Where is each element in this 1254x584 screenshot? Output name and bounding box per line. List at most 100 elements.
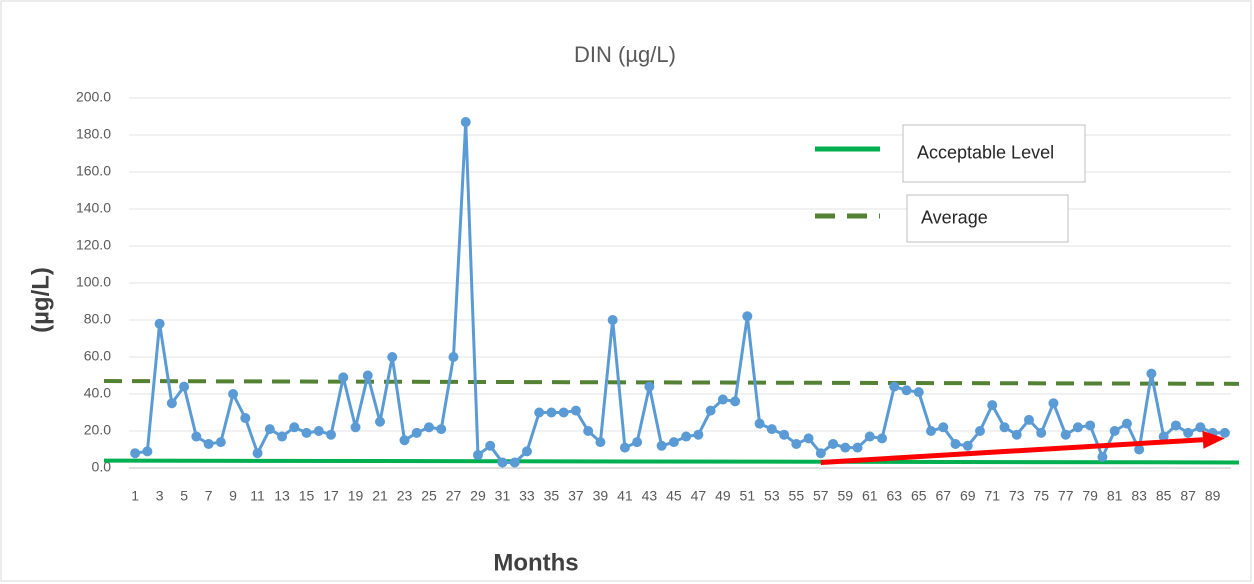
data-point [142, 446, 153, 457]
x-tick-label: 43 [642, 488, 658, 504]
data-point [1072, 422, 1083, 433]
y-axis-label: (µg/L) [27, 267, 54, 333]
data-point [1060, 429, 1071, 440]
x-tick-label: 17 [323, 488, 339, 504]
x-tick-label: 65 [911, 488, 927, 504]
data-point [632, 437, 643, 448]
x-tick-label: 79 [1082, 488, 1098, 504]
data-point [313, 426, 324, 436]
data-point [1146, 368, 1157, 379]
x-tick-label: 21 [372, 488, 388, 504]
data-point [779, 429, 790, 440]
data-point [423, 422, 434, 433]
data-point [1109, 426, 1120, 436]
data-point [754, 418, 765, 429]
x-tick-label: 73 [1009, 488, 1025, 504]
data-point [693, 429, 704, 440]
data-point [326, 429, 337, 440]
data-point [277, 431, 288, 442]
legend-box [902, 124, 1086, 183]
data-point [1170, 420, 1181, 431]
x-tick-label: 33 [519, 488, 535, 504]
data-point [215, 437, 226, 448]
x-tick-label: 67 [935, 488, 951, 504]
data-point [497, 457, 508, 468]
data-point [889, 381, 900, 392]
data-point [362, 370, 373, 381]
data-point [852, 442, 863, 453]
y-tick-label: 180.0 [76, 126, 111, 142]
y-tick-label: 140.0 [76, 200, 111, 216]
data-point [289, 422, 300, 433]
data-point [460, 117, 471, 128]
y-tick-label: 100.0 [76, 274, 111, 290]
data-point [803, 433, 814, 444]
data-point [375, 416, 386, 427]
data-point [583, 426, 594, 436]
data-point [558, 407, 569, 418]
x-tick-label: 77 [1058, 488, 1074, 504]
data-point [705, 405, 716, 416]
data-point [828, 438, 839, 449]
x-tick-label: 5 [180, 488, 188, 504]
x-tick-label: 19 [348, 488, 364, 504]
data-point [521, 446, 532, 457]
data-point [1183, 427, 1194, 438]
data-point [1134, 444, 1145, 455]
data-point [717, 394, 728, 405]
data-point [166, 398, 177, 409]
data-point [913, 387, 924, 398]
chart-title: DIN (µg/L) [574, 42, 676, 67]
data-point [950, 438, 961, 449]
x-tick-label: 89 [1205, 488, 1221, 504]
y-tick-label: 160.0 [76, 163, 111, 179]
data-point [485, 440, 496, 451]
data-point [350, 422, 361, 433]
data-point [1158, 431, 1169, 442]
data-point [791, 438, 802, 449]
y-tick-label: 80.0 [84, 311, 111, 327]
x-tick-label: 25 [421, 488, 437, 504]
data-point [387, 352, 398, 362]
x-tick-label: 13 [274, 488, 290, 504]
data-point [974, 426, 985, 436]
x-tick-label: 47 [691, 488, 707, 504]
y-tick-label: 0.0 [92, 459, 112, 475]
data-point [1219, 427, 1230, 438]
data-point [938, 422, 949, 433]
x-tick-label: 45 [666, 488, 682, 504]
x-tick-label: 7 [205, 488, 213, 504]
data-point [656, 440, 667, 451]
data-point [228, 389, 239, 399]
x-tick-label: 51 [740, 488, 756, 504]
x-axis-label: Months [493, 549, 578, 576]
y-tick-label: 40.0 [84, 385, 111, 401]
x-tick-label: 57 [813, 488, 829, 504]
data-point [191, 431, 202, 442]
data-point [962, 440, 973, 451]
trend-arrow [820, 437, 1204, 465]
trend-arrow-head [1202, 430, 1225, 449]
data-point [1036, 427, 1047, 438]
y-tick-label: 60.0 [84, 348, 111, 364]
x-tick-label: 39 [593, 488, 609, 504]
data-point [681, 431, 692, 442]
x-tick-label: 23 [397, 488, 413, 504]
data-point [301, 427, 312, 438]
data-point [877, 433, 888, 444]
data-point [252, 448, 263, 459]
x-tick-label: 29 [470, 488, 486, 504]
data-point [668, 437, 679, 448]
x-tick-label: 53 [764, 488, 780, 504]
x-tick-label: 61 [862, 488, 878, 504]
data-point [1085, 420, 1096, 431]
x-tick-label: 9 [229, 488, 237, 504]
data-point [448, 352, 459, 362]
data-point [546, 407, 557, 418]
data-point [1195, 422, 1206, 433]
x-tick-label: 87 [1180, 488, 1196, 504]
x-tick-label: 59 [838, 488, 854, 504]
data-point [534, 407, 545, 418]
data-point [1121, 418, 1132, 429]
